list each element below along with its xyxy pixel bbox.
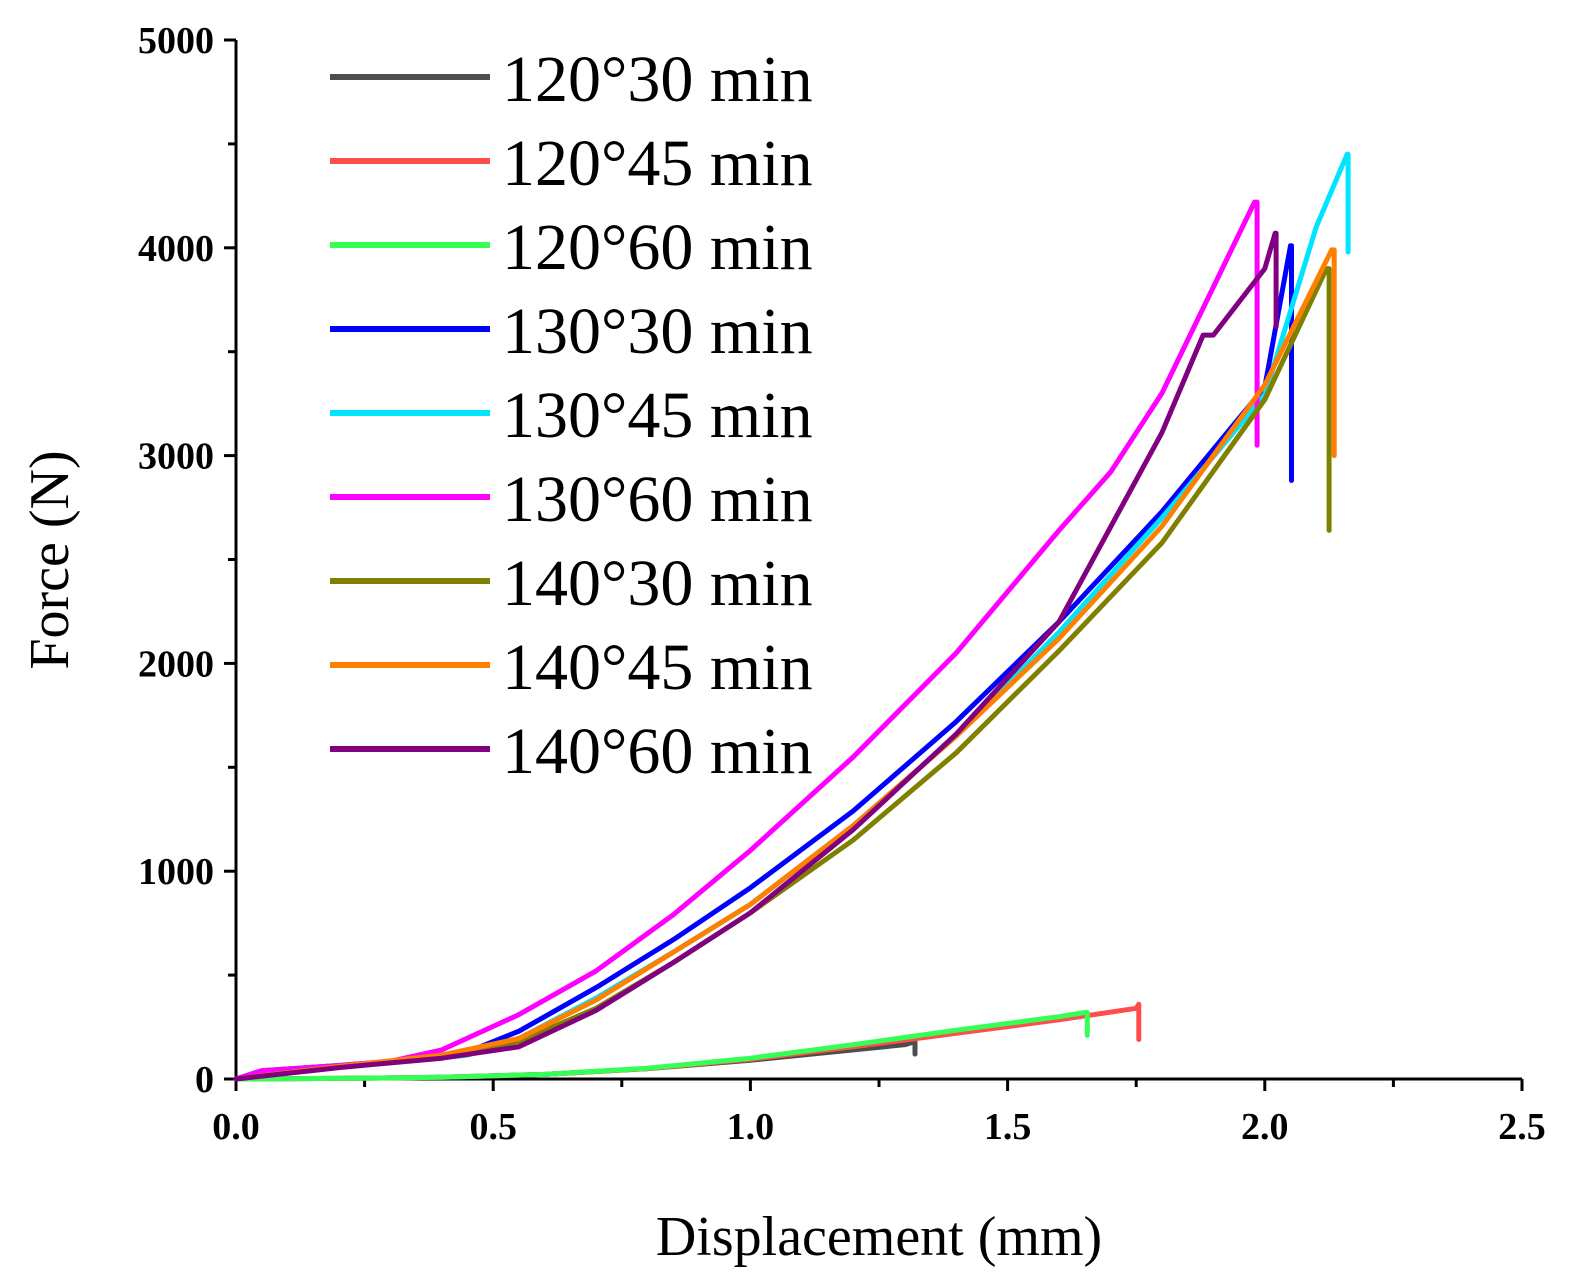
x-tick-label: 2.5 — [1498, 1106, 1546, 1148]
x-ticks: 0.0 0.5 1.0 1.5 2.0 2.5 — [212, 1079, 1546, 1148]
series-layer — [233, 151, 1351, 1082]
y-axis-title: Force (N) — [19, 450, 81, 669]
x-tick-label: 1.0 — [727, 1106, 775, 1148]
series-line-8 — [233, 247, 1337, 1082]
x-tick-label: 2.0 — [1241, 1106, 1289, 1148]
legend-label: 120°30 min — [502, 43, 813, 116]
x-tick-label: 1.5 — [984, 1106, 1032, 1148]
legend-label: 140°30 min — [502, 547, 813, 620]
y-tick-label: 1000 — [138, 851, 214, 893]
legend-label: 130°30 min — [502, 295, 813, 368]
legend: 120°30 min 120°45 min 120°60 min 130°30 min… — [330, 43, 813, 788]
legend-label: 120°60 min — [502, 211, 813, 284]
series-line-3 — [233, 1010, 1090, 1082]
legend-label: 140°45 min — [502, 631, 813, 704]
y-ticks: 0 1000 2000 3000 4000 5000 — [138, 20, 236, 1101]
series-line-9 — [233, 230, 1279, 1082]
y-tick-label: 2000 — [138, 643, 214, 685]
y-tick-label: 3000 — [138, 436, 214, 478]
legend-label: 140°60 min — [502, 715, 813, 788]
legend-label: 120°45 min — [502, 127, 813, 200]
x-axis-title: Displacement (mm) — [656, 1206, 1102, 1268]
legend-label: 130°60 min — [502, 463, 813, 536]
y-tick-label: 0 — [195, 1059, 214, 1101]
y-tick-label: 4000 — [138, 228, 214, 270]
x-tick-label: 0.0 — [212, 1106, 260, 1148]
y-tick-label: 5000 — [138, 20, 214, 62]
legend-label: 130°45 min — [502, 379, 813, 452]
x-tick-label: 0.5 — [469, 1106, 517, 1148]
